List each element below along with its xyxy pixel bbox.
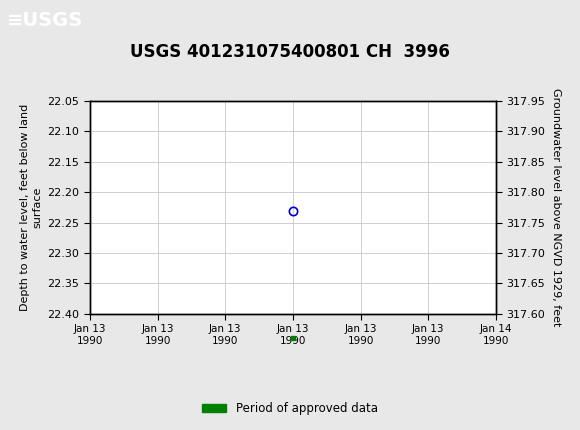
Y-axis label: Groundwater level above NGVD 1929, feet: Groundwater level above NGVD 1929, feet	[551, 88, 561, 327]
Y-axis label: Depth to water level, feet below land
surface: Depth to water level, feet below land su…	[20, 104, 42, 311]
Text: USGS 401231075400801 CH  3996: USGS 401231075400801 CH 3996	[130, 43, 450, 61]
Text: ≡USGS: ≡USGS	[7, 11, 83, 30]
Legend: Period of approved data: Period of approved data	[198, 397, 382, 420]
